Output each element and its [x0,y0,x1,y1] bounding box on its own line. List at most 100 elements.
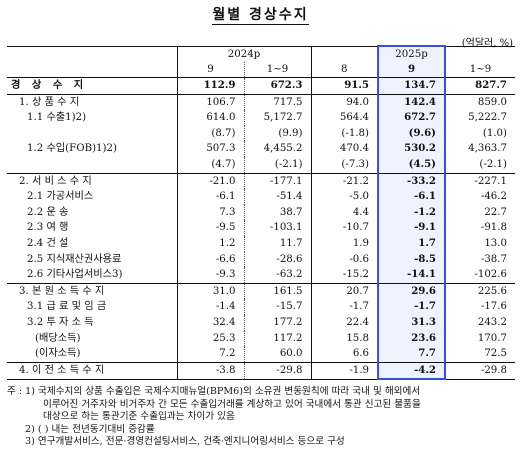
cell-value: 5,222.7 [468,112,508,124]
cell-value: -1.4 [176,299,244,315]
cell-value: 134.7 [377,77,447,95]
cell-value: 5,172.7 [243,110,312,126]
cell-value: -10.7 [310,220,379,236]
cell-value: -6.6 [176,251,244,268]
cell-value: (-7.3) [310,156,379,174]
cell-value: 7.2 [176,346,244,363]
table-row: (4.7) (-2.1) (-7.3) (4.5) (-2.1) [7,156,515,174]
cell-value: 1.9 [310,235,379,252]
cell-value: 15.8 [310,330,379,347]
cell-value: -6.1 [176,189,244,205]
cell-value: 225.6 [445,282,516,300]
cell-value: -227.1 [445,172,516,190]
cell-value: 11.7 [243,235,312,252]
cell-value: -33.2 [377,172,447,190]
cell-value: (9.6) [377,125,447,142]
cell-value: 507.3 [176,141,244,157]
cell-value: 38.7 [243,204,312,221]
cell-value: -0.6 [310,251,379,268]
header-col: 9 [176,62,244,78]
header-col: 1~9 [445,62,516,78]
cell-value: 614.0 [176,110,244,126]
cell-value: -28.6 [243,251,312,268]
table-row: 3. 본 원 소 득 수 지 31.0 161.5 20.7 29.6 225.6 [7,282,516,300]
header-row-months: 9 1~9 8 9 1~9 [7,62,516,78]
cell-value: 60.0 [243,346,312,363]
header-blank [7,45,177,62]
row-label: 1.2 수입(FOB)1)2) [27,143,117,155]
cell-value: 25.3 [176,330,244,347]
cell-value: 1.2 [176,235,244,252]
cell-value: 672.7 [377,110,447,126]
row-label: 2.1 가공서비스 [27,191,94,203]
cell-value: (1.0) [482,127,508,139]
cell-value: 530.2 [377,141,447,157]
page-title: 월별 경상수지 [212,7,309,25]
row-label: 1. 상 품 수 지 [7,93,177,111]
cell-value: -91.8 [480,222,508,234]
row-label [7,126,177,142]
row-label: (이자소득) [35,348,81,360]
cell-value: (-2.1) [479,158,508,170]
cell-value: (-2.1) [243,156,312,174]
unit-label: (억달러, %) [461,38,513,49]
row-label: 1.1 수출1)2) [27,112,87,124]
cell-value: 23.6 [377,330,447,347]
cell-value: -21.2 [310,172,379,190]
cell-value: 6.6 [310,346,379,363]
table-row: 2. 서 비 스 수 지 -21.0 -177.1 -21.2 -33.2 -227.1 [7,172,516,190]
cell-value: 4,455.2 [243,141,312,157]
cell-value: (4.7) [176,156,244,174]
cell-value: -8.5 [377,251,447,268]
cell-value: 672.3 [243,77,312,95]
cell-value: -6.1 [377,189,447,205]
cell-value: 470.4 [310,141,379,157]
header-year-2025-right [445,45,516,62]
cell-value: 7.3 [176,204,244,221]
row-label: 2.5 지식재산권사용료 [27,253,122,265]
cell-value: -5.0 [310,189,379,205]
row-label: 3. 본 원 소 득 수 지 [7,282,177,300]
table-row: 1. 상 품 수 지 106.7 717.5 94.0 142.4 859.0 [7,93,516,111]
cell-value: 827.7 [445,77,516,95]
table-row: 2.2 운 송 7.3 38.7 4.4 -1.2 22.7 [7,204,515,221]
cell-value: (-1.8) [310,125,379,142]
cell-value: -21.0 [176,172,244,190]
footnote: 주 : 1) 국제수지의 상품 수출입은 국제수지매뉴얼(BPM6)의 소유권 … [7,386,421,397]
table-row: (이자소득) 7.2 60.0 6.6 7.7 72.5 [7,346,515,363]
row-label: 2. 서 비 스 수 지 [7,172,177,190]
cell-value: 4.4 [310,204,379,221]
cell-value: 170.7 [477,332,508,344]
table-row: 2.6 기타사업서비스3) -9.3 -63.2 -15.2 -14.1 -102.6 [7,267,515,284]
footnote: 3) 연구개발서비스, 전문·경영컨설팅서비스, 건축·엔지니어링서비스 등으로… [25,436,345,447]
cell-value: 106.7 [176,93,244,111]
row-label: 2.6 기타사업서비스3) [27,269,123,281]
header-row-years: 2024p 2025p [7,45,516,62]
cell-value: -15.2 [310,267,379,284]
cell-value: 859.0 [445,93,516,111]
cell-value: 7.7 [377,346,447,363]
cell-value: 72.5 [484,348,508,360]
cell-value: -4.2 [377,361,447,381]
cell-value: 94.0 [310,93,379,111]
cell-value: -3.8 [176,361,244,380]
footnotes: 주 : 1) 국제수지의 상품 수출입은 국제수지매뉴얼(BPM6)의 소유권 … [7,386,515,449]
cell-value: 31.0 [176,282,244,300]
row-label: 3.2 투 자 소 득 [27,316,94,328]
cell-value: -29.8 [445,361,516,380]
cell-value: -46.2 [480,191,508,203]
cell-value: -177.1 [243,172,312,190]
cell-value: 142.4 [377,93,447,111]
table-row: 1.1 수출1)2) 614.0 5,172.7 564.4 672.7 5,222.7 [7,110,515,126]
cell-value: -51.4 [243,189,312,205]
table-row: 경 상 수 지 112.9 672.3 91.5 134.7 827.7 [7,77,516,95]
table-row: 2.4 건 설 1.2 11.7 1.9 1.7 13.0 [7,235,515,252]
cell-value: 20.7 [310,282,379,300]
row-label: 3.1 급 료 및 임 금 [27,301,107,313]
cell-value: 112.9 [176,77,244,95]
header-year-2025: 2025p [377,45,447,62]
row-label: 경 상 수 지 [7,77,177,95]
row-label: 2.3 여 행 [27,222,69,234]
cell-value: -9.1 [377,220,447,236]
cell-value: -103.1 [243,220,312,236]
